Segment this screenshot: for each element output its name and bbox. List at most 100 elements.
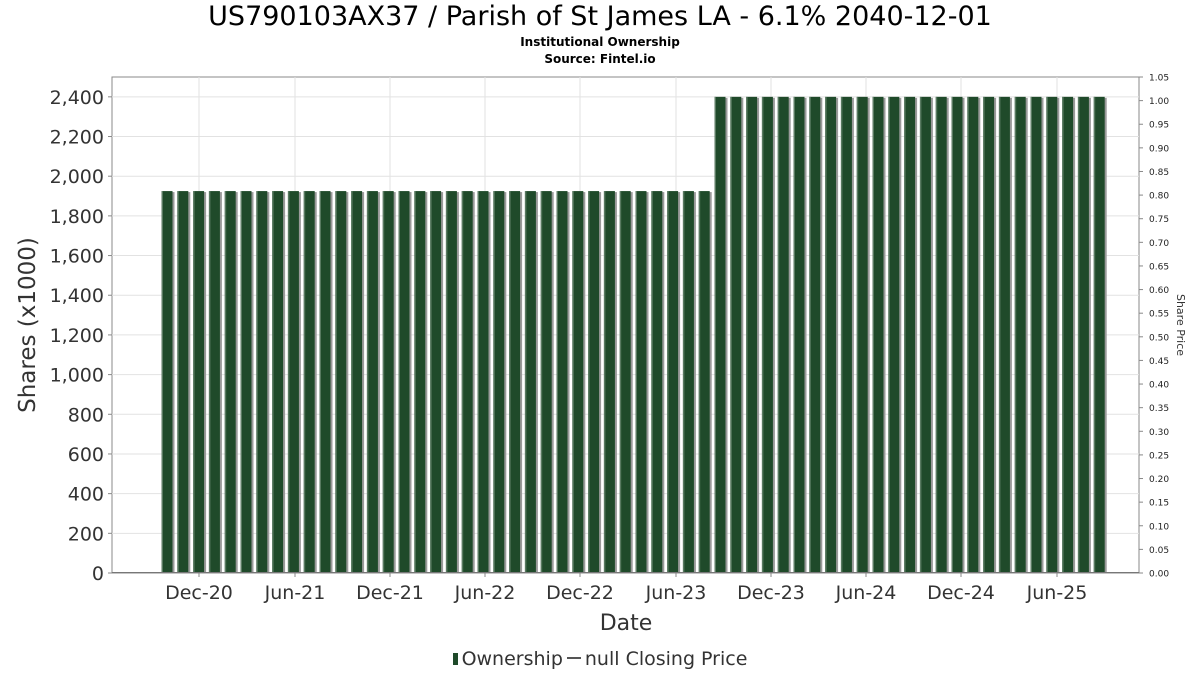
- bar-highlight: [240, 191, 242, 573]
- ownership-bar: [888, 96, 900, 573]
- ownership-bar: [667, 191, 679, 573]
- y-tick-label: 1,400: [50, 285, 104, 307]
- bar-highlight: [493, 191, 495, 573]
- y-tick-label: 2,400: [50, 87, 104, 109]
- ownership-bar: [951, 96, 963, 573]
- ownership-bar: [208, 191, 220, 573]
- ownership-bar: [761, 96, 773, 573]
- y2-tick-label: 0.35: [1149, 404, 1169, 414]
- y2-axis: 0.00 0.05 0.10 0.15 0.20 0.25 0.30 0.35 0.40 0.45…: [1139, 74, 1169, 580]
- ownership-bar: [430, 191, 442, 573]
- ownership-bar: [445, 191, 457, 573]
- y2-tick-label: 0.90: [1149, 144, 1169, 154]
- y-tick-label: 2,000: [50, 166, 104, 188]
- bars-layer: [161, 96, 1107, 573]
- bar-highlight: [272, 191, 274, 573]
- y2-tick-label: 0.10: [1149, 522, 1169, 532]
- y-tick-label: 0: [92, 563, 104, 585]
- ownership-bar: [161, 191, 173, 573]
- ownership-bar: [177, 191, 189, 573]
- bar-highlight: [793, 96, 795, 573]
- ownership-bar: [777, 96, 789, 573]
- y2-tick-label: 0.70: [1149, 239, 1169, 249]
- y2-tick-label: 0.20: [1149, 475, 1169, 485]
- ownership-bar: [572, 191, 584, 573]
- ownership-bar: [556, 191, 568, 573]
- bar-highlight: [730, 96, 732, 573]
- ownership-bar: [1014, 96, 1026, 573]
- ownership-bar: [1062, 96, 1074, 573]
- bar-highlight: [635, 191, 637, 573]
- bar-highlight: [856, 96, 859, 573]
- ownership-bar: [919, 96, 931, 573]
- ownership-bar: [651, 191, 663, 573]
- x-tick-label: Jun-25: [1026, 582, 1088, 604]
- ownership-bar: [509, 191, 521, 573]
- ownership-bar: [398, 191, 410, 573]
- y-tick-label: 600: [68, 444, 104, 466]
- ownership-bar: [493, 191, 505, 573]
- bar-highlight: [619, 191, 622, 573]
- y2-tick-label: 0.50: [1149, 333, 1169, 343]
- y-tick-label: 1,800: [50, 206, 104, 228]
- bar-highlight: [335, 191, 337, 573]
- bar-highlight: [382, 191, 385, 573]
- x-tick-label: Dec-23: [737, 582, 805, 604]
- ownership-bar: [967, 96, 979, 573]
- bar-highlight: [351, 191, 353, 573]
- ownership-bar: [1030, 96, 1042, 573]
- ownership-bar: [540, 191, 552, 573]
- bar-highlight: [1014, 96, 1017, 573]
- bar-highlight: [714, 96, 716, 573]
- ownership-bar: [461, 191, 473, 573]
- ownership-bar: [256, 191, 268, 573]
- y2-tick-label: 0.15: [1149, 499, 1169, 509]
- ownership-bar: [335, 191, 347, 573]
- x-tick-label: Dec-21: [356, 582, 424, 604]
- x-tick-label: Dec-22: [546, 582, 614, 604]
- bar-highlight: [840, 96, 843, 573]
- ownership-bar: [746, 96, 758, 573]
- bar-highlight: [287, 191, 290, 573]
- bar-highlight: [746, 96, 748, 573]
- y-tick-label: 1,200: [50, 325, 104, 347]
- y-tick-label: 1,000: [50, 365, 104, 387]
- y2-tick-label: 1.00: [1149, 97, 1169, 107]
- bar-highlight: [682, 191, 685, 573]
- ownership-bar: [303, 191, 315, 573]
- ownership-bar: [272, 191, 284, 573]
- y-tick-label: 1,600: [50, 246, 104, 268]
- bar-highlight: [524, 191, 527, 573]
- legend: Ownership null Closing Price: [0, 648, 1200, 670]
- ownership-bar: [856, 96, 868, 573]
- x-tick-label: Jun-22: [454, 582, 516, 604]
- legend-price-line-icon: [566, 657, 581, 659]
- ownership-bar: [477, 191, 489, 573]
- ownership-bar: [730, 96, 742, 573]
- bar-highlight: [1093, 96, 1096, 573]
- bar-highlight: [588, 191, 590, 573]
- ownership-bar: [351, 191, 363, 573]
- ownership-bar: [840, 96, 852, 573]
- chart-subtitle: Institutional Ownership: [520, 35, 680, 49]
- ownership-bar: [635, 191, 647, 573]
- bar-highlight: [256, 191, 258, 573]
- ownership-bar: [240, 191, 252, 573]
- chart-title: US790103AX37 / Parish of St James LA - 6…: [208, 1, 992, 32]
- bar-highlight: [603, 191, 606, 573]
- bar-highlight: [366, 191, 369, 573]
- x-tick-label: Jun-23: [645, 582, 707, 604]
- bar-highlight: [1077, 96, 1080, 573]
- ownership-bar: [825, 96, 837, 573]
- y2-tick-label: 0.00: [1149, 570, 1169, 580]
- ownership-bar: [809, 96, 821, 573]
- bar-highlight: [430, 191, 432, 573]
- x-tick-label: Jun-24: [835, 582, 897, 604]
- bar-highlight: [1062, 96, 1064, 573]
- bar-highlight: [698, 191, 701, 573]
- bar-highlight: [967, 96, 969, 573]
- bar-highlight: [888, 96, 890, 573]
- y-axis-label: Shares (x1000): [15, 237, 41, 413]
- ownership-bar: [366, 191, 378, 573]
- legend-price-label: null Closing Price: [584, 648, 748, 670]
